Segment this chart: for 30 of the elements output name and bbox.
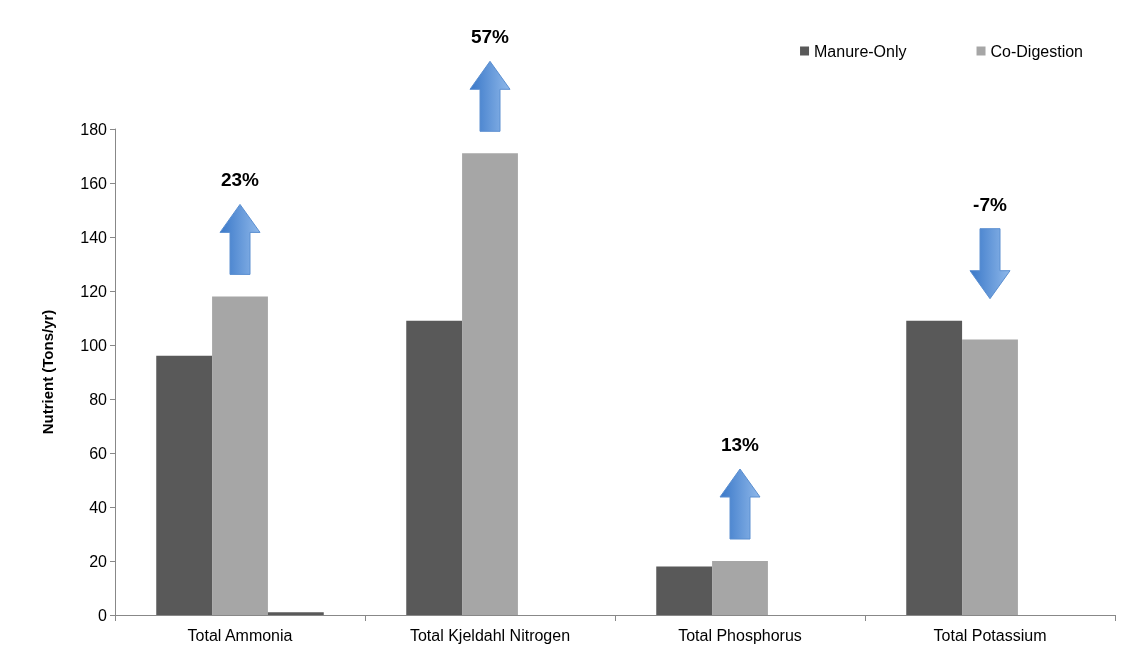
y-tick-label: 20 xyxy=(89,552,108,570)
bar xyxy=(656,566,713,615)
bar xyxy=(906,320,963,615)
annotation: -7% xyxy=(973,193,1007,215)
bar xyxy=(406,320,463,615)
y-tick-label: 180 xyxy=(80,120,108,138)
legend-label: Manure-Only xyxy=(814,42,907,60)
annotation: 23% xyxy=(220,169,260,191)
bar xyxy=(267,612,324,615)
bar xyxy=(462,153,518,615)
text: 57% xyxy=(470,26,510,48)
y-tick-label: 60 xyxy=(89,444,108,462)
x-tick-label: Total Potassium xyxy=(933,626,1047,644)
y-tick-label: 120 xyxy=(80,282,108,300)
y-tick-label: 100 xyxy=(80,336,108,354)
bar xyxy=(712,561,768,615)
y-axis-title: Nutrient (Tons/yr) xyxy=(39,309,56,435)
bar xyxy=(962,339,1018,615)
y-tick-label: 160 xyxy=(80,174,108,192)
y-tick-label: 40 xyxy=(89,498,108,516)
y-tick-label: 80 xyxy=(89,390,108,408)
bar xyxy=(156,355,213,615)
y-tick-label: 140 xyxy=(80,228,108,246)
annotation: 13% xyxy=(720,434,760,455)
legend-label: Co-Digestion xyxy=(990,42,1083,60)
x-tick-label: Total Phosphorus xyxy=(678,626,802,644)
x-tick-label: Total Kjeldahl Nitrogen xyxy=(409,626,571,644)
y-tick-label: 0 xyxy=(98,606,108,624)
x-tick-label: Total Ammonia xyxy=(187,626,293,644)
bar xyxy=(212,296,268,615)
